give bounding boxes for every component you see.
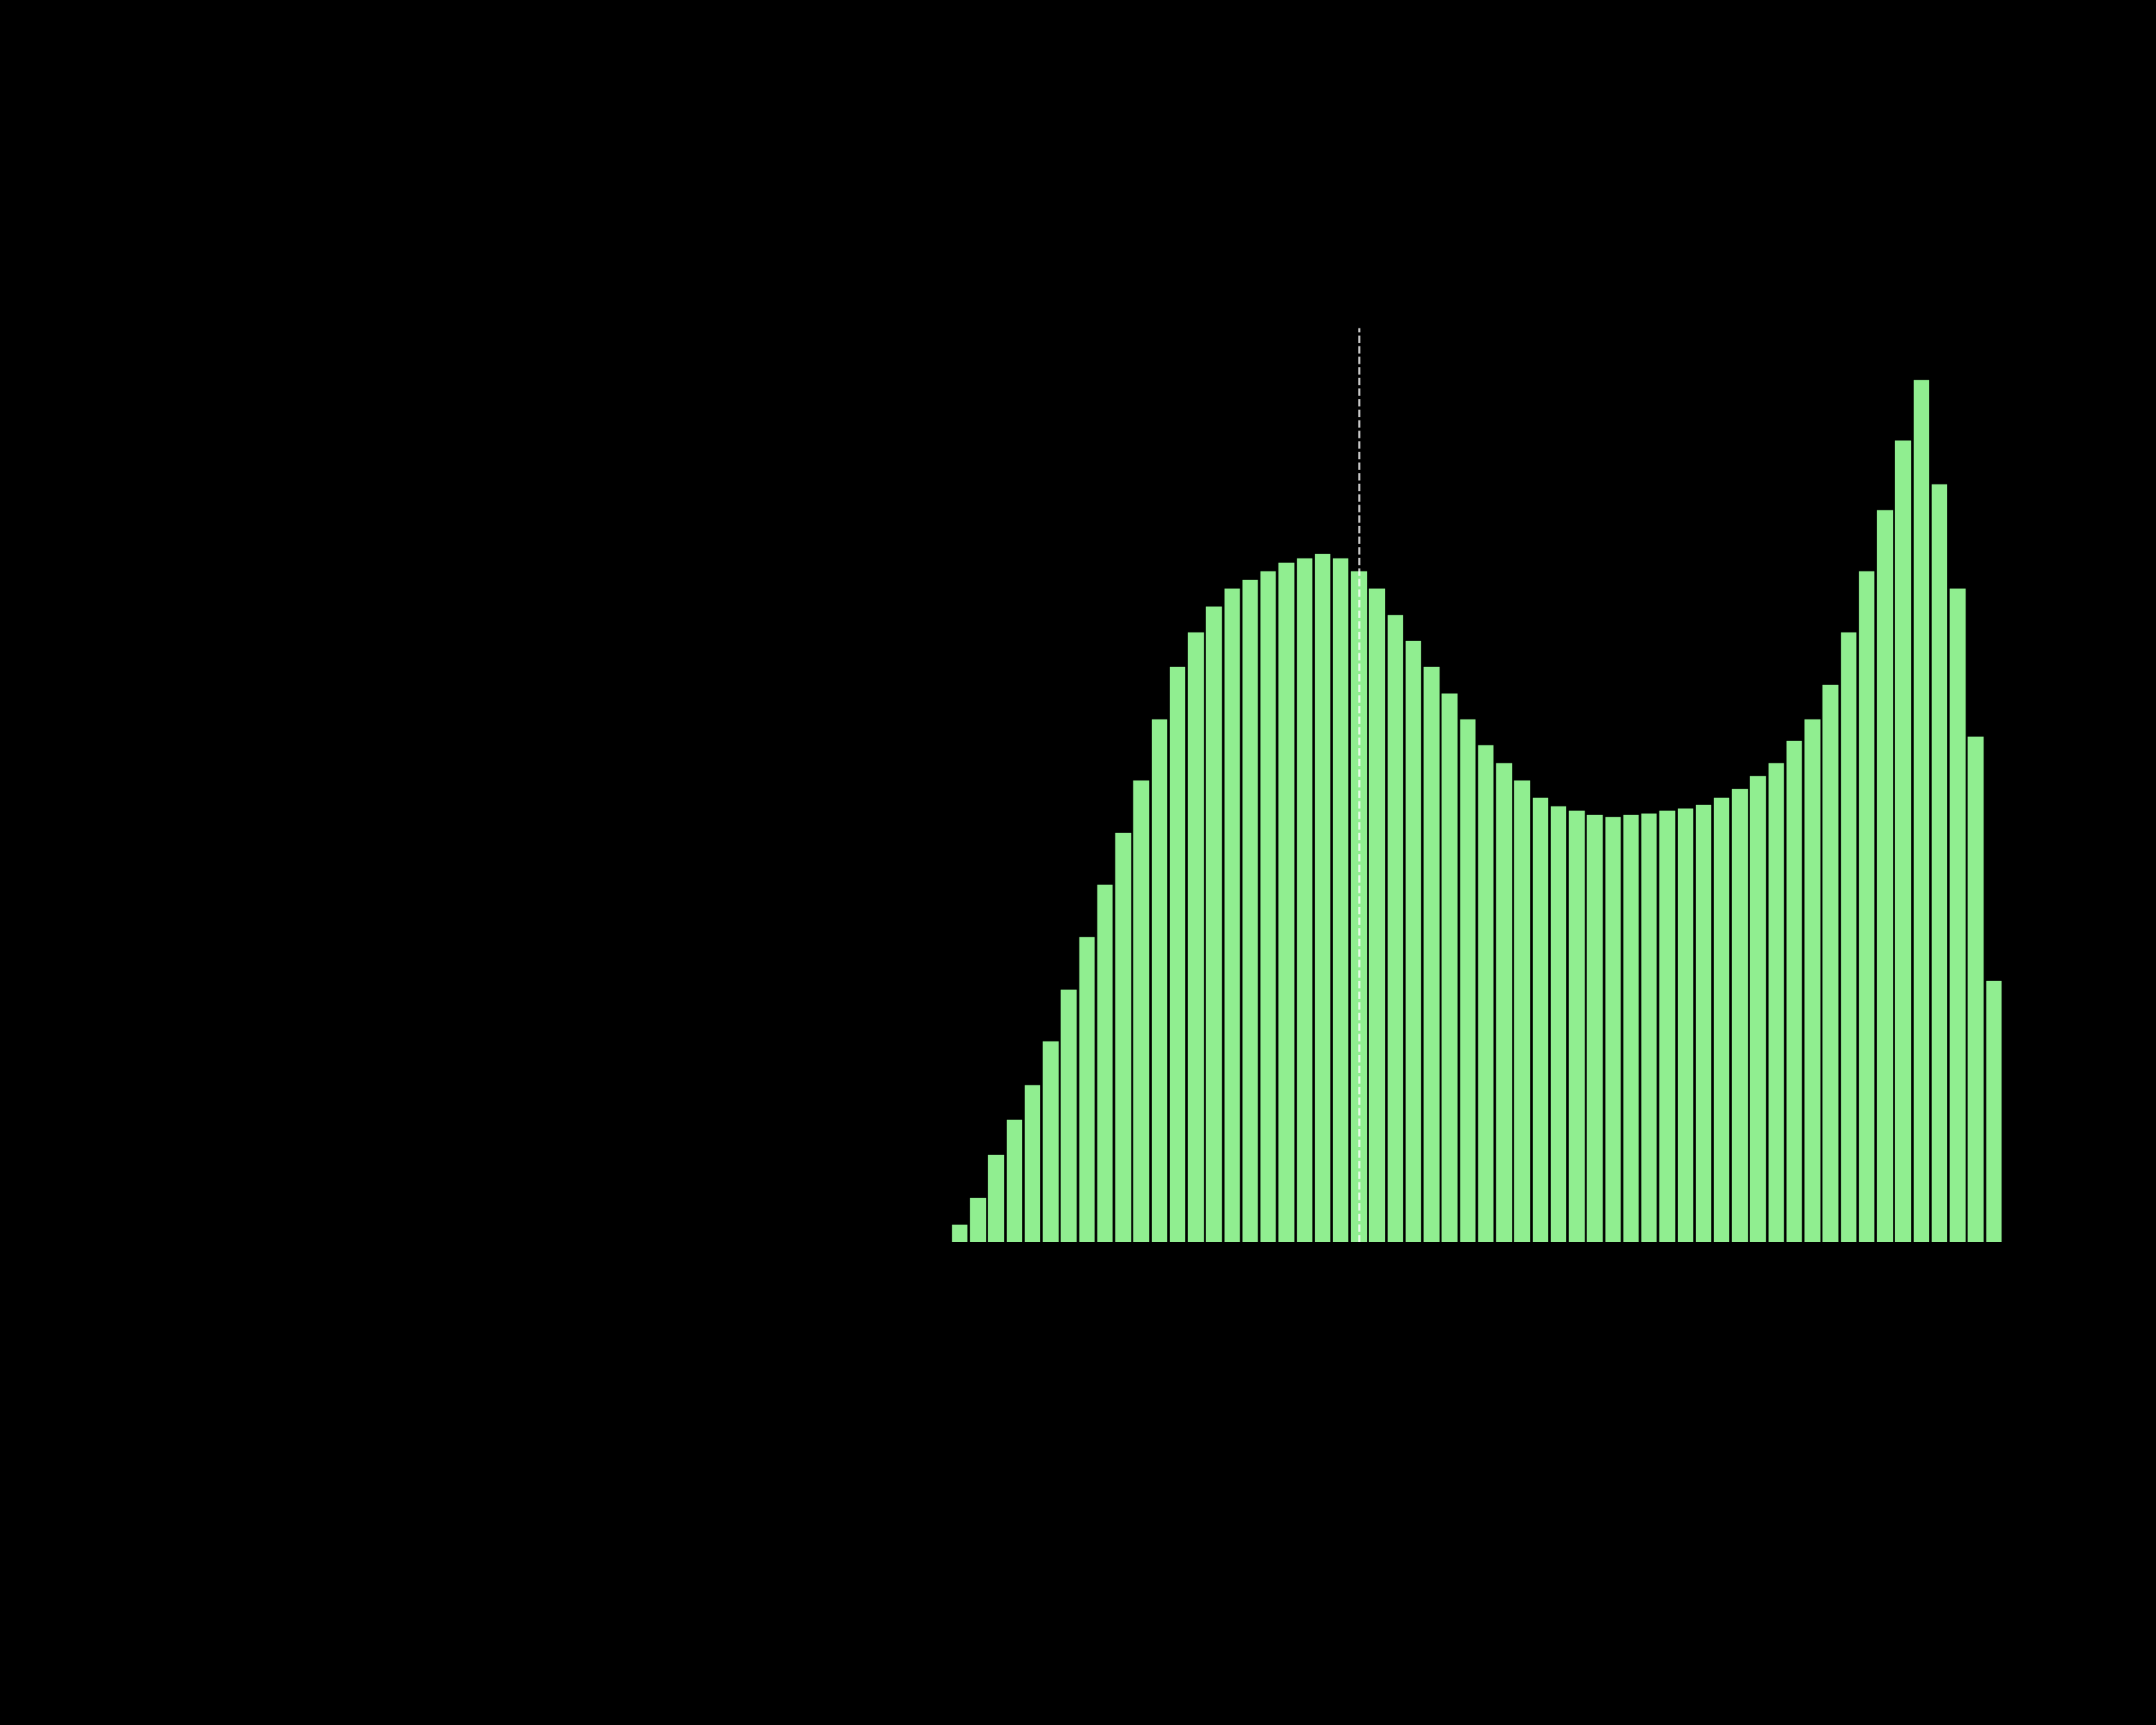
Bar xyxy=(1768,762,1783,1242)
Bar xyxy=(1134,780,1149,1242)
Bar xyxy=(1841,633,1856,1242)
Bar xyxy=(1751,776,1766,1242)
Bar xyxy=(1677,809,1692,1242)
Bar xyxy=(1731,790,1749,1242)
Bar xyxy=(1171,668,1186,1242)
Bar xyxy=(1479,745,1494,1242)
Bar xyxy=(1442,693,1457,1242)
Bar xyxy=(1242,580,1257,1242)
Bar xyxy=(1878,511,1893,1242)
Bar xyxy=(1151,719,1166,1242)
Bar xyxy=(1514,780,1531,1242)
Bar xyxy=(1714,799,1729,1242)
Bar xyxy=(1949,588,1966,1242)
Bar xyxy=(1805,719,1820,1242)
Bar xyxy=(1315,554,1330,1242)
Bar xyxy=(1660,811,1675,1242)
Bar xyxy=(1024,1085,1039,1242)
Bar xyxy=(1369,588,1384,1242)
Bar xyxy=(1858,571,1874,1242)
Bar xyxy=(1205,607,1222,1242)
Bar xyxy=(1261,571,1276,1242)
Bar xyxy=(1188,633,1203,1242)
Bar xyxy=(1225,588,1240,1242)
Bar xyxy=(1423,668,1440,1242)
Bar xyxy=(1496,762,1511,1242)
Bar xyxy=(1115,833,1132,1242)
Bar xyxy=(1097,885,1112,1242)
Bar xyxy=(1533,799,1548,1242)
Bar xyxy=(1550,807,1565,1242)
Bar xyxy=(1007,1120,1022,1242)
Bar xyxy=(1044,1042,1059,1242)
Bar xyxy=(1697,806,1712,1242)
Bar xyxy=(1080,937,1095,1242)
Bar xyxy=(1895,442,1910,1242)
Bar xyxy=(1932,485,1947,1242)
Bar xyxy=(953,1225,968,1242)
Bar xyxy=(987,1156,1005,1242)
Bar xyxy=(1787,742,1802,1242)
Bar xyxy=(1641,814,1656,1242)
Bar xyxy=(1587,816,1602,1242)
Bar xyxy=(1460,719,1475,1242)
Bar xyxy=(1968,737,1984,1242)
Bar xyxy=(1279,562,1294,1242)
Bar xyxy=(1986,982,2001,1242)
Bar xyxy=(970,1199,985,1242)
Bar xyxy=(1352,571,1367,1242)
Bar xyxy=(1332,559,1348,1242)
Bar xyxy=(1061,990,1076,1242)
Bar xyxy=(1822,685,1839,1242)
Bar xyxy=(1298,559,1313,1242)
Bar xyxy=(1406,642,1421,1242)
Bar xyxy=(1623,816,1639,1242)
Bar xyxy=(1915,380,1930,1242)
Bar xyxy=(1606,818,1621,1242)
Bar xyxy=(1570,811,1585,1242)
Bar xyxy=(1388,616,1404,1242)
